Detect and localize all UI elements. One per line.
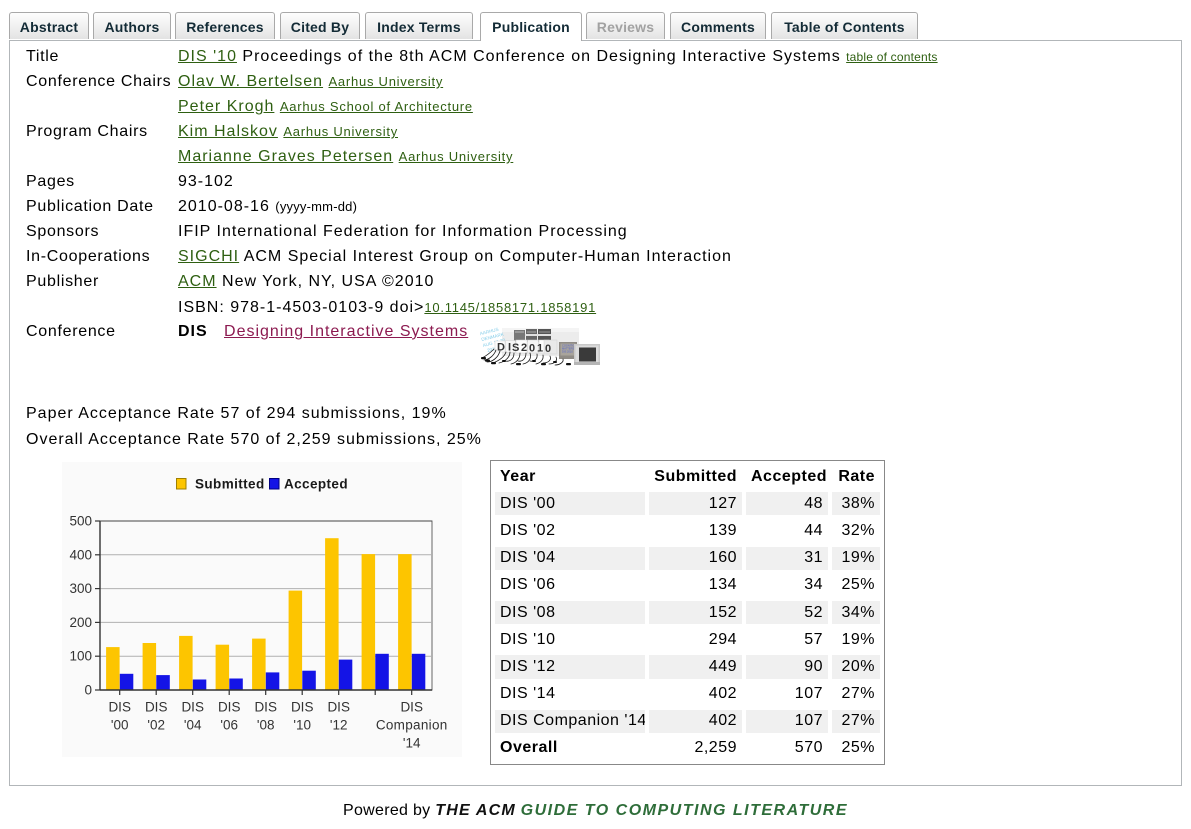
svg-text:DENMARK: DENMARK — [481, 331, 505, 342]
svg-text:DIS: DIS — [254, 700, 277, 715]
svg-text:2010: 2010 — [487, 346, 499, 353]
svg-text:DIS: DIS — [181, 700, 204, 715]
svg-text:0: 0 — [529, 343, 535, 355]
svg-text:DIS: DIS — [400, 700, 423, 715]
svg-text:S: S — [512, 342, 519, 354]
svg-text:COGNITION: COGNITION — [562, 344, 577, 348]
svg-text:D: D — [497, 342, 505, 354]
svg-text:DIS: DIS — [327, 700, 350, 715]
svg-text:DIS: DIS — [291, 700, 314, 715]
svg-text:DIS: DIS — [108, 700, 131, 715]
svg-text:'04: '04 — [184, 718, 202, 733]
svg-text:400: 400 — [69, 547, 92, 562]
svg-text:Companion: Companion — [376, 718, 448, 733]
svg-text:0: 0 — [84, 683, 92, 698]
svg-text:Accepted: Accepted — [284, 477, 348, 492]
svg-text:300: 300 — [69, 581, 92, 596]
svg-text:200: 200 — [69, 615, 92, 630]
svg-text:MATTERS: MATTERS — [562, 347, 574, 351]
svg-text:I: I — [508, 342, 511, 354]
svg-text:2: 2 — [521, 342, 527, 354]
svg-text:'08: '08 — [257, 718, 275, 733]
svg-text:'12: '12 — [330, 718, 348, 733]
svg-text:AARHUS: AARHUS — [480, 327, 499, 336]
svg-text:100: 100 — [69, 649, 92, 664]
svg-text:'10: '10 — [293, 718, 311, 733]
svg-text:DIS: DIS — [145, 700, 168, 715]
svg-text:'14: '14 — [403, 736, 421, 751]
svg-text:AUG 16-20: AUG 16-20 — [482, 337, 506, 348]
svg-text:'02: '02 — [147, 718, 165, 733]
svg-text:DIS 2010: DIS 2010 — [562, 350, 573, 354]
svg-text:500: 500 — [69, 514, 92, 529]
svg-text:'00: '00 — [111, 718, 129, 733]
svg-text:'06: '06 — [220, 718, 238, 733]
svg-text:DIS: DIS — [218, 700, 241, 715]
svg-text:0: 0 — [545, 343, 551, 355]
svg-text:Submitted: Submitted — [195, 477, 265, 492]
svg-text:1: 1 — [537, 343, 543, 355]
